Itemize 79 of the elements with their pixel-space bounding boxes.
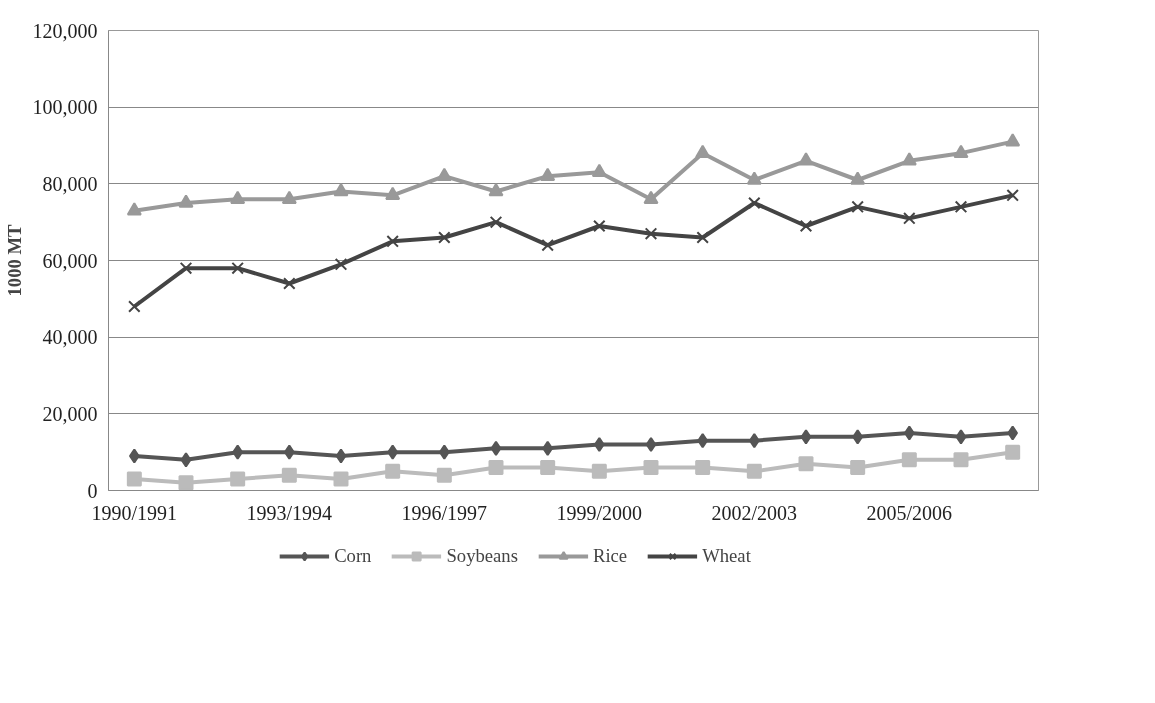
x-tick-label: 1990/1991 bbox=[91, 501, 178, 524]
y-tick-label: 60,000 bbox=[42, 249, 98, 272]
point bbox=[333, 182, 349, 197]
point bbox=[230, 190, 246, 204]
point bbox=[695, 460, 711, 475]
point bbox=[178, 475, 194, 491]
point bbox=[385, 186, 401, 201]
point bbox=[540, 460, 556, 475]
point bbox=[178, 194, 194, 208]
point bbox=[644, 227, 658, 240]
point bbox=[746, 463, 762, 479]
point bbox=[126, 202, 142, 216]
point bbox=[594, 437, 605, 452]
legend-label: Soybeans bbox=[446, 545, 518, 567]
point bbox=[901, 452, 917, 468]
y-axis-title: 1000 MT bbox=[3, 223, 25, 297]
x-tick-label: 1993/1994 bbox=[246, 501, 333, 524]
point bbox=[231, 261, 244, 275]
point bbox=[591, 463, 607, 479]
point bbox=[645, 437, 657, 452]
point bbox=[541, 238, 554, 252]
point bbox=[850, 171, 866, 185]
point bbox=[953, 452, 969, 468]
point bbox=[128, 300, 141, 313]
point bbox=[489, 215, 503, 229]
point bbox=[1006, 189, 1019, 202]
point bbox=[643, 460, 659, 475]
point bbox=[230, 471, 246, 487]
point bbox=[746, 171, 762, 185]
point bbox=[695, 144, 711, 158]
legend-label: Corn bbox=[334, 545, 372, 567]
point bbox=[1005, 133, 1021, 147]
point bbox=[179, 261, 193, 275]
y-tick-label: 20,000 bbox=[42, 402, 98, 425]
point bbox=[798, 456, 814, 472]
point bbox=[798, 152, 814, 166]
point bbox=[385, 463, 401, 479]
x-tick-label: 2002/2003 bbox=[711, 501, 798, 524]
y-tick-label: 120,000 bbox=[32, 19, 98, 42]
point bbox=[903, 212, 916, 225]
point bbox=[591, 163, 607, 178]
point bbox=[386, 235, 399, 248]
point bbox=[748, 196, 761, 210]
point bbox=[333, 471, 349, 487]
point bbox=[540, 167, 556, 181]
x-tick-label: 1999/2000 bbox=[556, 501, 643, 524]
point bbox=[281, 190, 297, 204]
point bbox=[436, 467, 452, 483]
point bbox=[438, 231, 451, 244]
point bbox=[488, 460, 504, 475]
point bbox=[436, 167, 452, 181]
point bbox=[800, 429, 812, 445]
legend-label: Rice bbox=[592, 545, 628, 567]
y-tick-label: 0 bbox=[87, 479, 98, 502]
y-tick-label: 80,000 bbox=[42, 172, 98, 195]
point bbox=[335, 448, 347, 464]
x-tick-label: 2005/2006 bbox=[866, 501, 953, 524]
point bbox=[643, 190, 659, 204]
point bbox=[281, 467, 297, 483]
point bbox=[696, 231, 709, 244]
point bbox=[799, 219, 813, 233]
point bbox=[283, 277, 296, 290]
point bbox=[490, 440, 502, 456]
legend-label: Wheat bbox=[702, 545, 751, 567]
point bbox=[850, 460, 866, 475]
x-tick-label: 1996/1997 bbox=[401, 501, 488, 524]
point bbox=[593, 219, 606, 233]
point bbox=[901, 152, 917, 166]
point bbox=[1005, 444, 1021, 460]
point bbox=[180, 452, 192, 468]
point bbox=[488, 182, 504, 197]
point bbox=[955, 429, 967, 445]
point bbox=[953, 144, 969, 158]
y-tick-label: 40,000 bbox=[42, 326, 98, 349]
point bbox=[126, 471, 142, 487]
y-tick-label: 100,000 bbox=[32, 96, 98, 119]
point bbox=[954, 200, 968, 214]
point bbox=[851, 200, 864, 214]
point bbox=[334, 258, 348, 271]
